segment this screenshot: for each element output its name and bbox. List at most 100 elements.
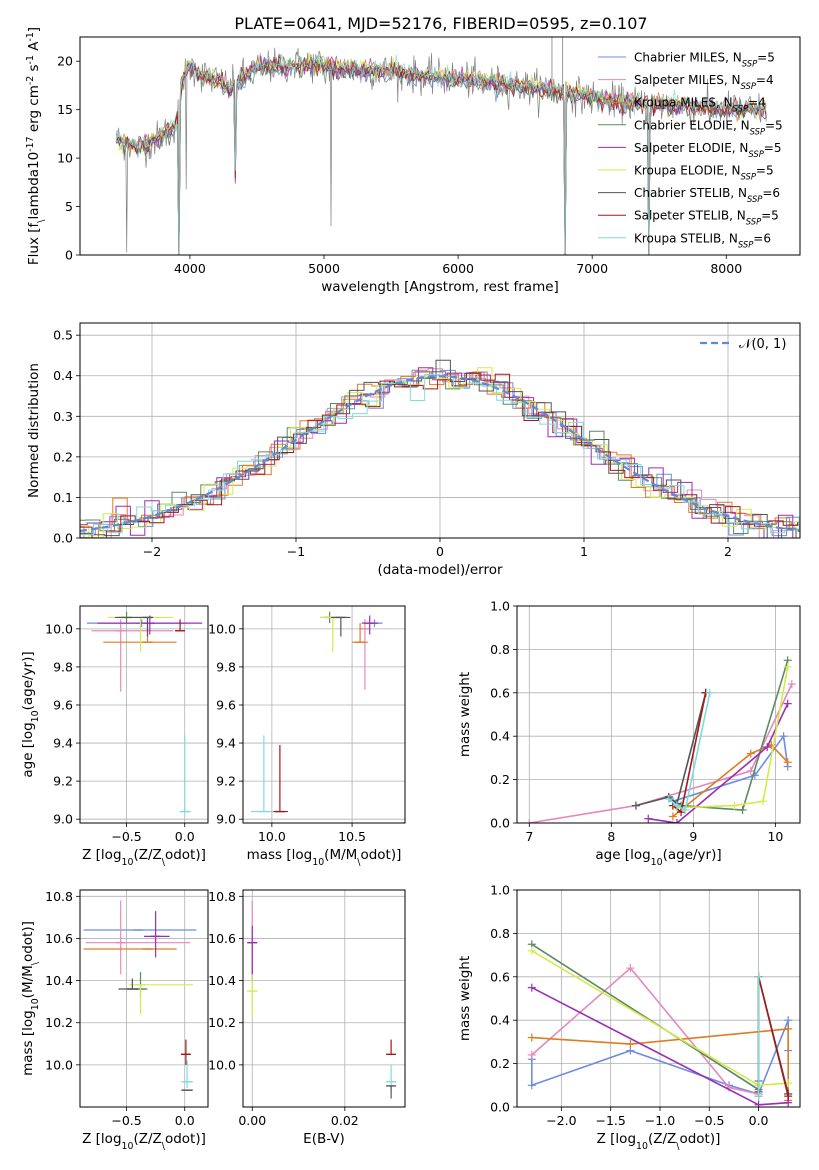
y-tick-label: 0.5: [53, 328, 73, 343]
x-tick-label: 2: [724, 544, 732, 559]
text-span: =5: [761, 209, 779, 223]
y-tick-label: 9.8: [53, 659, 73, 674]
y-tick-label: 10.8: [45, 889, 73, 904]
y-tick-label: 0.2: [490, 772, 510, 787]
y-tick-label: 10.4: [45, 973, 73, 988]
y-tick-label: 1.0: [490, 599, 510, 614]
text-span: \: [676, 1141, 680, 1152]
y-tick-label: 9.6: [216, 697, 236, 712]
x-tick-label: −2.0: [546, 1113, 576, 1128]
errorbar-chabrier-stelib: [114, 616, 154, 637]
text-span: A: [26, 41, 42, 55]
text-span: \: [36, 219, 47, 223]
text-span: ]: [26, 27, 42, 32]
x-tick-label: −0.5: [694, 1113, 724, 1128]
series-chabrier-elodie: [527, 940, 763, 1094]
mass_vs_Z-frame: [79, 889, 209, 1108]
errorbar-salpeter-elodie: [144, 911, 170, 958]
y-tick-label: 0.3: [53, 409, 73, 424]
text-span: )]: [20, 921, 36, 932]
text-span: =4: [756, 73, 774, 87]
text-span: \: [162, 857, 166, 868]
y-tick-label: 0.0: [53, 531, 73, 546]
errorbar-kroupa-miles: [352, 623, 369, 643]
text-span: 10: [122, 857, 134, 868]
y-tick-label: 0.0: [490, 816, 510, 831]
y-tick-label: 10.0: [45, 621, 73, 636]
model-spectrum-kroupa-stelib: [115, 53, 767, 255]
errorbar-salpeter-stelib: [180, 1039, 191, 1065]
age_vs_Z-points: [86, 611, 203, 813]
text-span: Chabrier STELIB, N: [634, 186, 747, 200]
text-span: =6: [762, 186, 780, 200]
text-span: Z [log: [597, 1131, 636, 1147]
text-span: odot: [360, 847, 390, 863]
text-span: (Z/Z: [133, 1131, 161, 1147]
legend-label: Kroupa ELODIE, NSSP=5: [634, 164, 774, 182]
text-span: 10: [30, 998, 41, 1010]
text-span: SSP: [741, 172, 757, 182]
spectrum-model-lines: [115, 52, 767, 255]
y-tick-label: 0.4: [490, 729, 510, 744]
legend-label: Salpeter ELODIE, NSSP=5: [634, 141, 782, 159]
text-span: Salpeter STELIB, N: [634, 209, 746, 223]
y-tick-label: 10.6: [45, 931, 73, 946]
age_vs_Z-axes: −0.5 0.09.09.29.49.69.810.0Z [log10(Z/Z\o…: [20, 606, 208, 868]
x-axis-label: Z [log10(Z/Z\odot)]: [597, 1131, 721, 1152]
text-span: Kroupa MILES, N: [634, 96, 733, 110]
legend-label: Chabrier MILES, NSSP=5: [634, 51, 775, 69]
text-span: (data-model)/error: [377, 562, 503, 578]
histogram-kroupa-elodie: [80, 367, 800, 538]
text-span: (Z/Z: [648, 1131, 676, 1147]
age_vs_mass-axes: 10.0 10.5 9.0 9.2 9.4 9.6 9.8 10.0 mass [log10(M…: [208, 606, 405, 868]
normal-curve: [80, 375, 800, 532]
text-span: wavelength [Angstrom, rest frame]: [321, 279, 559, 295]
y-tick-label: 5: [65, 199, 73, 214]
x-tick-label: −0.5: [111, 829, 141, 844]
histogram-salpeter-elodie: [80, 367, 800, 538]
weight_vs_age-series: [525, 656, 796, 823]
model-spectrum-kroupa-elodie: [115, 52, 767, 255]
text-span: mass [log: [247, 847, 313, 863]
mass_vs_ebv-axes: 0.00 0.02 10.0 10.2 10.4 10.6 10.8 E(B-V): [208, 889, 405, 1147]
errorbar-salpeter-stelib: [175, 619, 186, 632]
y-tick-label: 9.6: [53, 697, 73, 712]
y-axis-label: mass [log10(M/M\odot)]: [20, 921, 41, 1076]
legend-label: Kroupa STELIB, NSSP=6: [634, 231, 771, 249]
text-span: SSP: [738, 239, 754, 249]
x-axis-label: Z [log10(Z/Z\odot)]: [82, 1131, 206, 1152]
spectrum-frame: [79, 36, 801, 256]
text-span: Kroupa STELIB, N: [634, 231, 738, 245]
text-span: 10: [636, 1141, 648, 1152]
text-span: )]: [195, 847, 206, 863]
series-line: [531, 966, 759, 1095]
y-tick-label: 0.4: [490, 1013, 510, 1028]
text-span: odot: [165, 1131, 195, 1147]
y-tick-label: 0.4: [53, 368, 73, 383]
histogram-kroupa-stelib: [80, 374, 800, 536]
x-tick-label: 0.0: [749, 1113, 769, 1128]
text-span: (age/yr)]: [663, 847, 722, 863]
y-tick-label: 0.6: [490, 685, 510, 700]
y-tick-label: 9.0: [53, 812, 73, 827]
y-axis-label: age [log10(age/yr)]: [20, 651, 41, 777]
text-span: \: [30, 961, 41, 965]
text-span: mass [log: [20, 1010, 36, 1076]
text-span: SSP: [741, 81, 757, 91]
errorbar-chabrier-stelib: [331, 616, 351, 637]
text-span: =4: [748, 96, 766, 110]
x-tick-label: 5000: [308, 261, 340, 276]
x-tick-label: 7: [525, 829, 533, 844]
x-tick-label: 10: [767, 829, 783, 844]
series-line: [676, 666, 789, 809]
x-axis-label: (data-model)/error: [377, 562, 503, 578]
x-axis-label: Z [log10(Z/Z\odot)]: [82, 847, 206, 868]
weight_vs_Z-axes: −2.0 −1.5 −1.0 −0.5 0.0 0.0 0.2 0.4 0.6 0.8 1.0 Z […: [457, 883, 800, 1152]
x-axis-label: wavelength [Angstrom, rest frame]: [321, 279, 559, 295]
y-tick-label: 9.4: [53, 736, 73, 751]
text-span: erg cm: [26, 85, 42, 136]
y-tick-label: 10.8: [208, 889, 236, 904]
text-span: )]: [195, 1131, 206, 1147]
